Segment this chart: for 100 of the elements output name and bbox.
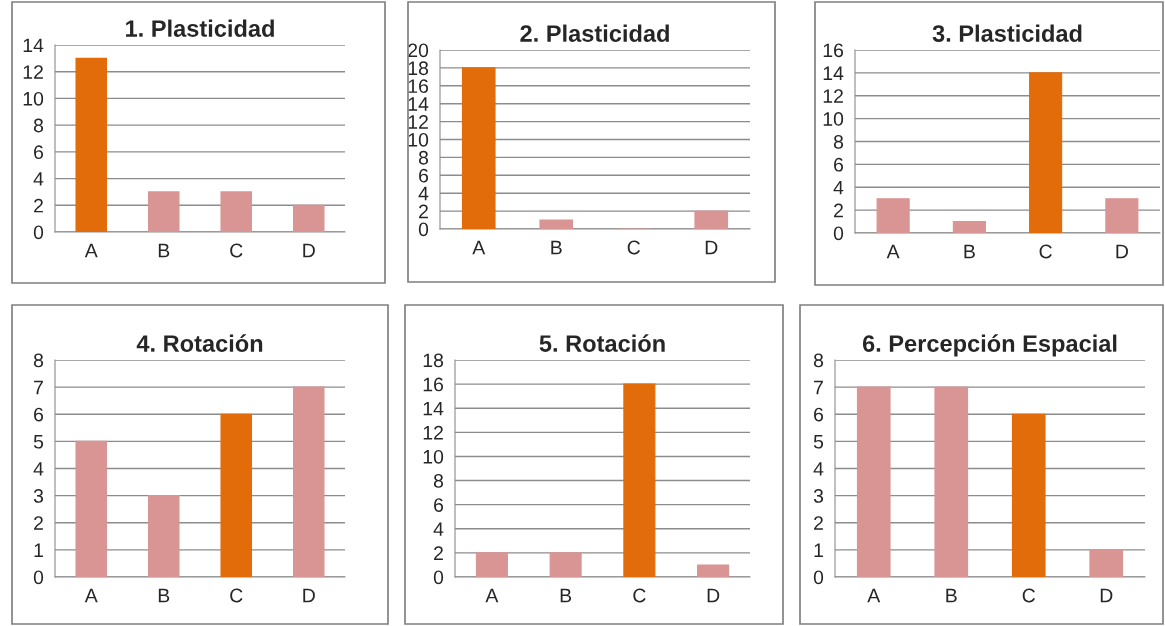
x-tick-label: B [158, 588, 170, 603]
x-tick-label: C [230, 588, 243, 603]
x-tick-label: A [472, 240, 486, 255]
chart-title: 4. Rotación [136, 334, 263, 352]
x-tick-label: D [1116, 244, 1128, 259]
bar [292, 204, 325, 232]
bar [75, 57, 108, 232]
y-tick-label: 4 [433, 522, 444, 536]
x-tick-label: A [84, 588, 98, 603]
x-tick-label: B [560, 588, 572, 603]
bar [220, 413, 253, 577]
bar [292, 386, 325, 577]
bar [1011, 413, 1046, 577]
chart-title: 6. Percepción Espacial [862, 334, 1117, 357]
y-tick-label: 0 [433, 570, 444, 585]
x-tick-label: D [303, 243, 315, 258]
bar [697, 564, 730, 577]
y-tick-label: 2 [814, 516, 823, 530]
x-tick-label: A [485, 588, 499, 603]
y-tick-label: 0 [33, 225, 44, 240]
bar [856, 386, 891, 577]
y-tick-label: 8 [813, 353, 824, 368]
x-tick-label: C [633, 588, 646, 603]
bar [1089, 549, 1124, 577]
bar [694, 210, 729, 229]
y-tick-label: 16 [423, 377, 444, 392]
y-tick-label: 2 [34, 198, 43, 213]
y-tick-label: 18 [408, 61, 429, 76]
bar [549, 552, 582, 577]
x-tick-label: C [230, 243, 243, 258]
y-tick-label: 12 [823, 89, 843, 103]
x-tick-label: D [705, 240, 718, 255]
y-tick-label: 0 [33, 570, 44, 585]
y-tick-label: 6 [34, 145, 44, 160]
bar [75, 440, 108, 577]
y-tick-label: 14 [423, 401, 444, 416]
bar [539, 219, 574, 229]
bar [623, 383, 656, 577]
x-tick-label: B [158, 243, 170, 258]
y-tick-label: 8 [833, 134, 844, 149]
x-tick-label: A [867, 588, 881, 603]
y-tick-label: 7 [814, 380, 823, 395]
y-tick-label: 1 [34, 543, 43, 557]
bar [952, 221, 986, 233]
chart-title: 3. Plasticidad [932, 24, 1082, 42]
x-tick-label: B [964, 244, 975, 259]
chart-title: 1. Plasticidad [126, 19, 274, 37]
x-tick-label: A [886, 244, 900, 259]
y-tick-label: 5 [33, 435, 44, 449]
y-tick-label: 6 [419, 168, 429, 183]
x-tick-label: D [707, 588, 720, 603]
bar [934, 386, 969, 577]
y-tick-label: 18 [423, 353, 444, 368]
chart-title: 2. Plasticidad [520, 24, 669, 42]
bar [1105, 198, 1139, 233]
x-tick-label: C [627, 240, 641, 255]
y-tick-label: 8 [33, 118, 44, 133]
y-tick-label: 20 [408, 43, 429, 58]
bar [876, 198, 910, 233]
y-tick-label: 14 [408, 97, 429, 111]
y-tick-label: 8 [433, 474, 444, 488]
y-tick-label: 10 [423, 449, 444, 464]
y-tick-label: 14 [23, 38, 44, 53]
bar [147, 191, 180, 232]
y-tick-label: 10 [23, 91, 44, 106]
x-tick-label: D [303, 588, 315, 603]
bar [220, 191, 253, 232]
y-tick-label: 6 [834, 157, 844, 172]
x-tick-label: C [1022, 588, 1036, 603]
bar [475, 552, 508, 577]
y-tick-label: 8 [33, 353, 44, 368]
y-tick-label: 4 [813, 462, 824, 476]
y-tick-label: 4 [33, 462, 44, 476]
y-tick-label: 4 [33, 172, 44, 186]
bar [147, 495, 180, 577]
y-tick-label: 14 [823, 66, 844, 80]
y-tick-label: 3 [813, 489, 824, 503]
y-tick-label: 1 [814, 543, 823, 557]
y-tick-label: 2 [419, 204, 428, 219]
y-tick-label: 12 [423, 425, 443, 440]
y-tick-label: 12 [408, 115, 428, 129]
y-tick-label: 6 [434, 498, 444, 512]
y-tick-label: 10 [408, 132, 429, 147]
y-tick-label: 10 [823, 112, 844, 126]
x-tick-label: B [946, 588, 957, 603]
y-tick-label: 4 [418, 186, 429, 201]
x-tick-label: C [1039, 244, 1052, 259]
bar [461, 67, 496, 229]
y-tick-label: 8 [418, 150, 429, 165]
y-tick-label: 2 [34, 516, 43, 530]
x-tick-label: D [1100, 588, 1113, 603]
x-tick-label: B [551, 240, 562, 255]
y-tick-label: 2 [434, 546, 443, 560]
y-tick-label: 0 [833, 226, 844, 241]
x-tick-label: A [84, 243, 98, 258]
chart-title: 5. Rotación [539, 334, 665, 352]
y-tick-label: 16 [823, 43, 844, 58]
y-tick-label: 6 [34, 407, 44, 422]
y-tick-label: 2 [834, 203, 843, 218]
bar [1029, 72, 1063, 233]
